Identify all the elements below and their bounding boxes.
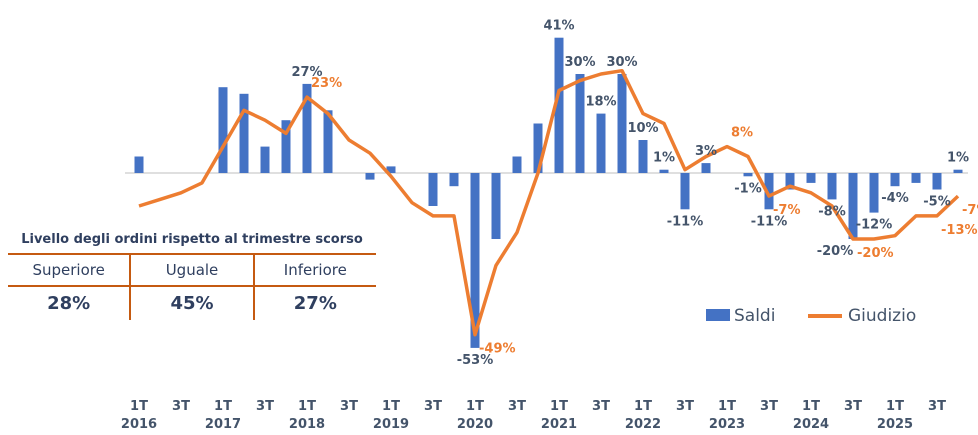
data-label: -49% [479, 342, 516, 357]
data-label: 23% [311, 76, 342, 91]
bar [470, 173, 480, 348]
data-label: 3% [695, 144, 717, 159]
x-tick-label: 1T 2022 [625, 399, 661, 432]
data-label: 30% [606, 55, 637, 70]
bar [512, 156, 522, 173]
value-cell: 27% [252, 287, 376, 320]
bar [890, 173, 900, 187]
bar [743, 173, 753, 177]
x-tick-label: 1T 2024 [793, 399, 829, 432]
data-label: 8% [731, 126, 753, 141]
bar [617, 74, 627, 173]
bar [596, 113, 606, 173]
header-cell: Superiore [32, 261, 105, 279]
legend-saldi: Saldi [706, 306, 775, 326]
data-label: 27% [291, 65, 322, 80]
bar [554, 37, 564, 174]
bar [659, 169, 669, 173]
bar [218, 87, 228, 173]
bar [365, 173, 375, 180]
bar [806, 173, 816, 183]
bar [491, 173, 501, 239]
value-cell: 28% [47, 293, 91, 314]
bar [575, 74, 585, 173]
bar [428, 173, 438, 206]
bar [680, 173, 690, 210]
x-tick-label: 3T [592, 399, 610, 414]
data-label: -11% [751, 214, 788, 229]
x-tick-label: 1T 2019 [373, 399, 409, 432]
bar [386, 166, 396, 173]
x-tick-label: 1T 2025 [877, 399, 913, 432]
data-label: -8% [818, 204, 845, 219]
bar [701, 163, 711, 173]
data-label: -20% [817, 244, 854, 259]
x-tick-label: 1T 2023 [709, 399, 745, 432]
x-tick-label: 3T [340, 399, 358, 414]
table-values: 28% 45% 27% [8, 285, 376, 320]
table-header: Superiore Uguale Inferiore [8, 253, 376, 285]
x-tick-label: 3T [508, 399, 526, 414]
legend-label: Saldi [734, 306, 776, 326]
bar [449, 173, 459, 187]
legend-giudizio: Giudizio [808, 306, 916, 326]
bar [533, 123, 543, 173]
data-label: -7% [773, 203, 800, 218]
x-tick-label: 1T 2016 [121, 399, 157, 432]
value-cell: 45% [129, 287, 252, 320]
legend-swatch [706, 309, 730, 321]
line [138, 68, 960, 337]
x-tick-label: 1T 2017 [205, 399, 241, 432]
bar [848, 173, 858, 239]
bar [953, 169, 963, 173]
x-tick-label: 3T [256, 399, 274, 414]
data-label: 18% [585, 95, 616, 110]
data-label: -12% [856, 218, 893, 233]
x-tick-label: 3T [424, 399, 442, 414]
bar [323, 110, 333, 173]
table-title: Livello degli ordini rispetto al trimest… [21, 232, 363, 247]
x-tick-label: 1T 2018 [289, 399, 325, 432]
legend-swatch [808, 314, 842, 318]
data-label: -53% [457, 353, 494, 368]
data-label: 41% [543, 19, 574, 34]
x-tick-label: 3T [760, 399, 778, 414]
bar [260, 146, 270, 173]
bar [302, 83, 312, 173]
bar [764, 173, 774, 210]
header-cell: Inferiore [252, 255, 376, 285]
data-label: -11% [667, 214, 704, 229]
x-tick-label: 3T [172, 399, 190, 414]
x-tick-label: 3T [928, 399, 946, 414]
bar [281, 120, 291, 173]
data-label: -4% [881, 191, 908, 206]
x-tick-label: 1T 2021 [541, 399, 577, 432]
bar [785, 173, 795, 190]
orders-table: Livello degli ordini rispetto al trimest… [8, 232, 376, 320]
bar [827, 173, 837, 200]
data-label: 1% [947, 151, 969, 166]
bar [911, 173, 921, 183]
data-label: -20% [857, 246, 894, 261]
header-cell: Uguale [129, 255, 252, 285]
x-tick-label: 3T [676, 399, 694, 414]
bar [932, 173, 942, 190]
x-tick-label: 1T 2020 [457, 399, 493, 432]
data-label: -5% [923, 195, 950, 210]
bar [869, 173, 879, 213]
legend-label: Giudizio [848, 306, 917, 326]
bar [239, 93, 249, 173]
data-label: -1% [734, 181, 761, 196]
bar [134, 156, 144, 173]
x-tick-label: 3T [844, 399, 862, 414]
data-label: 10% [627, 121, 658, 136]
data-label: -13% [941, 223, 978, 238]
data-label: 1% [653, 151, 675, 166]
data-label: -7% [962, 203, 978, 218]
bar [638, 140, 648, 173]
data-label: 30% [564, 55, 595, 70]
